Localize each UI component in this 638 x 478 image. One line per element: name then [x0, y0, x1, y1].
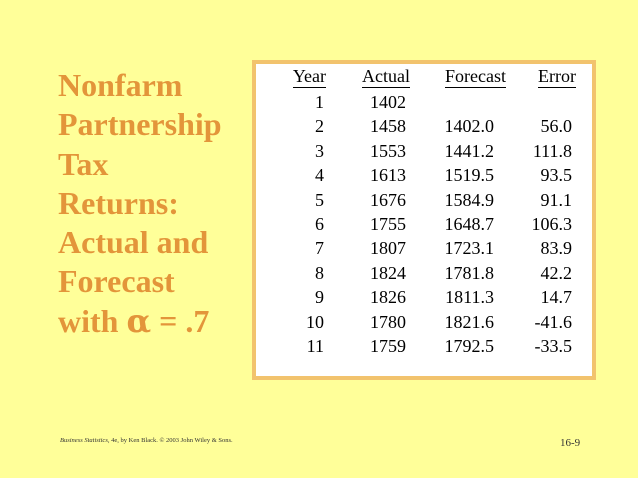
table-row: 4 1613 1519.5 93.5 [256, 163, 592, 187]
year-cell: 1 [315, 92, 324, 112]
table-row: 5 1676 1584.9 91.1 [256, 188, 592, 212]
actual-cell: 1402 [370, 92, 406, 112]
error-cell: 91.1 [540, 189, 573, 210]
forecast-cell: 1781.8 [444, 262, 495, 283]
forecast-table: Year Actual Forecast Error 1 1402 2 1458 140… [252, 60, 596, 380]
footer-credit: Business Statistics, 4e, by Ken Black. ©… [60, 437, 233, 444]
title-line: Forecast [58, 263, 175, 300]
actual-cell: 1824 [370, 262, 406, 283]
actual-cell: 1553 [370, 140, 406, 161]
year-cell: 9 [315, 287, 324, 308]
forecast-cell: 1723.1 [444, 238, 495, 259]
title-line: Nonfarm [58, 67, 183, 103]
footer-book-title: Business Statistics [60, 437, 108, 444]
table-row: 10 1780 1821.6 -41.6 [256, 310, 592, 334]
error-cell: 14.7 [540, 287, 573, 308]
slide-title: Nonfarm Partnership Tax Returns: Actual … [58, 66, 248, 341]
actual-cell: 1755 [370, 214, 406, 234]
year-cell: 3 [315, 140, 324, 161]
forecast-cell: 1648.7 [444, 214, 495, 234]
table-row: 8 1824 1781.8 42.2 [256, 261, 592, 285]
year-cell: 2 [315, 116, 324, 137]
table-row: 11 1759 1792.5 -33.5 [256, 334, 592, 358]
header-year: Year [292, 66, 326, 88]
table-header-row: Year Actual Forecast Error [256, 66, 592, 90]
error-cell: 106.3 [531, 214, 573, 234]
forecast-cell: 1441.2 [444, 140, 495, 161]
forecast-cell: 1402.0 [444, 116, 495, 137]
header-forecast: Forecast [445, 66, 506, 88]
table-row: 9 1826 1811.3 14.7 [256, 285, 592, 309]
page-number: 16-9 [560, 437, 581, 449]
table-row: 3 1553 1441.2 111.8 [256, 139, 592, 163]
year-cell: 7 [315, 238, 324, 259]
footer-credit-text: , 4e, by Ken Black. © 2003 John Wiley & … [107, 437, 233, 444]
year-cell: 11 [306, 336, 324, 356]
actual-cell: 1807 [370, 238, 406, 259]
year-cell: 8 [315, 262, 324, 283]
year-cell: 5 [315, 189, 324, 210]
error-cell: 83.9 [540, 238, 573, 259]
error-cell: 111.8 [532, 140, 572, 161]
year-cell: 4 [315, 165, 324, 186]
year-cell: 6 [315, 214, 324, 234]
title-line: Partnership [58, 106, 222, 143]
table-row: 7 1807 1723.1 83.9 [256, 236, 592, 260]
forecast-cell: 1811.3 [445, 287, 494, 308]
forecast-cell: 1821.6 [444, 311, 495, 332]
title-with-word: with [58, 302, 119, 339]
title-line: Actual and [58, 224, 209, 261]
actual-cell: 1826 [370, 287, 406, 308]
forecast-cell: 1584.9 [444, 189, 495, 210]
actual-cell: 1458 [370, 116, 406, 137]
table-row: 6 1755 1648.7 106.3 [256, 212, 592, 236]
error-cell: 93.5 [540, 165, 573, 186]
forecast-cell: 1792.5 [444, 336, 495, 356]
table-row: 2 1458 1402.0 56.0 [256, 114, 592, 138]
error-cell: 42.2 [540, 262, 573, 283]
table-row: 1 1402 [256, 90, 592, 114]
actual-cell: 1759 [370, 336, 406, 356]
error-cell: 56.0 [540, 116, 573, 137]
error-cell: -33.5 [534, 336, 573, 356]
actual-cell: 1676 [370, 189, 406, 210]
actual-cell: 1613 [370, 165, 406, 186]
title-line: Returns: [58, 184, 179, 221]
title-line-alpha: with α = .7 [58, 302, 248, 341]
error-cell: -41.6 [534, 311, 573, 332]
title-line: Tax [58, 145, 109, 182]
forecast-cell: 1519.5 [444, 165, 495, 186]
header-error: Error [538, 66, 576, 88]
year-cell: 10 [306, 311, 324, 332]
header-actual: Actual [362, 66, 410, 88]
actual-cell: 1780 [370, 311, 406, 332]
alpha-symbol: α [126, 301, 152, 340]
alpha-value: = .7 [159, 302, 210, 339]
